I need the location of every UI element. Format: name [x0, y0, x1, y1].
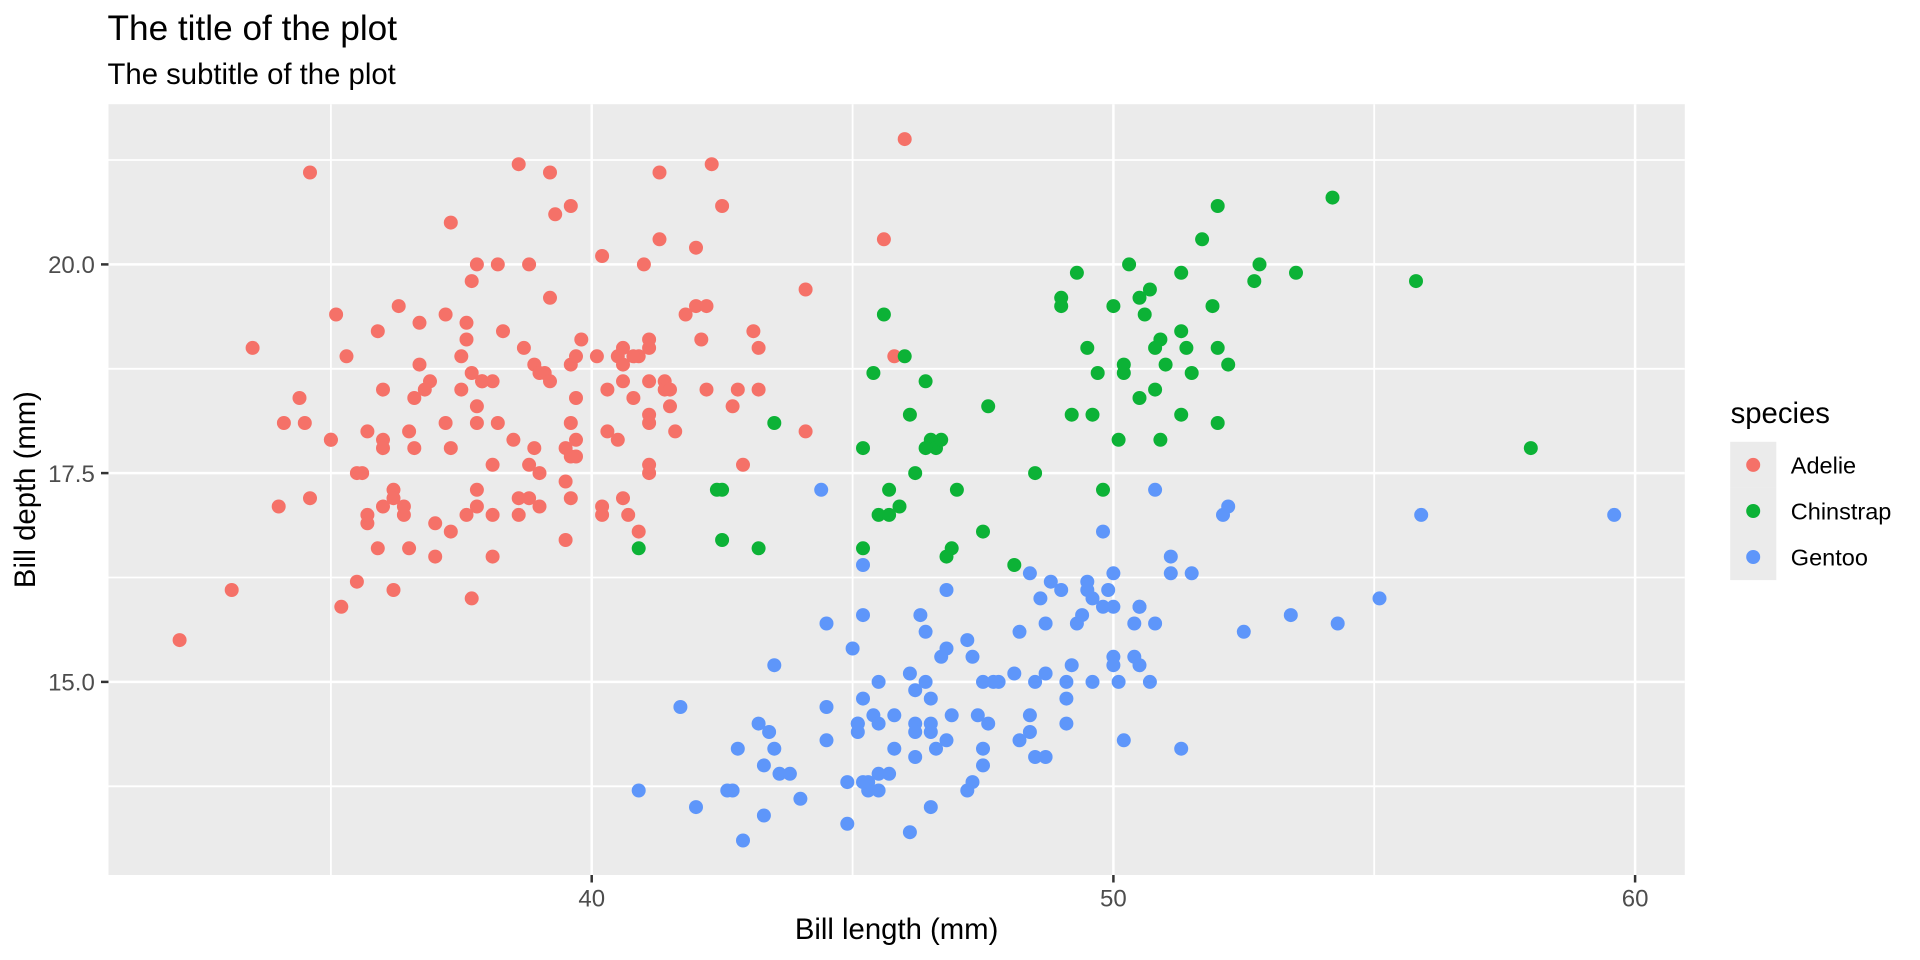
svg-text:Adelie: Adelie: [1791, 453, 1856, 479]
svg-text:The title of the plot: The title of the plot: [108, 9, 398, 48]
svg-text:species: species: [1731, 397, 1830, 430]
svg-text:40: 40: [578, 886, 605, 913]
svg-text:Bill depth (mm): Bill depth (mm): [9, 391, 42, 588]
svg-text:60: 60: [1622, 886, 1649, 913]
svg-text:50: 50: [1100, 886, 1127, 913]
svg-text:The subtitle of the plot: The subtitle of the plot: [108, 58, 396, 91]
svg-text:17.5: 17.5: [48, 461, 95, 488]
svg-text:Gentoo: Gentoo: [1791, 545, 1868, 571]
svg-text:20.0: 20.0: [48, 252, 95, 279]
svg-text:15.0: 15.0: [48, 670, 95, 697]
svg-text:Chinstrap: Chinstrap: [1791, 499, 1892, 525]
svg-text:Bill length (mm): Bill length (mm): [795, 913, 999, 946]
